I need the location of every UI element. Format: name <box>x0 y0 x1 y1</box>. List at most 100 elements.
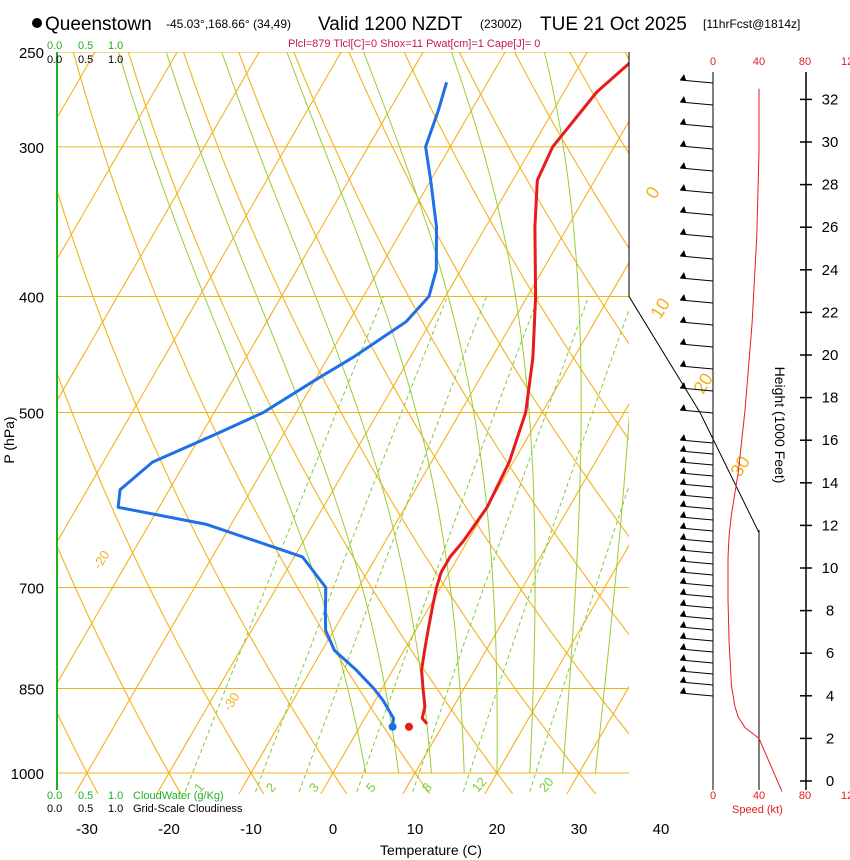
valid-time: Valid 1200 NZDT <box>318 14 463 35</box>
wind-barb-shaft <box>679 593 714 598</box>
wind-barb-shaft <box>679 145 714 150</box>
mixing-ratio-line <box>254 296 448 794</box>
wind-barb <box>679 360 714 370</box>
surface-dewpoint-point <box>388 722 397 731</box>
wind-barb-shaft <box>679 692 714 697</box>
mixing-ratio-label: 2 <box>263 780 279 795</box>
mixing-ratio-label: 5 <box>363 780 379 795</box>
wind-barb <box>679 632 714 642</box>
forecast-info: [11hrFcst@1814z] <box>703 17 800 31</box>
wind-barb <box>679 687 714 697</box>
mixing-ratio-line <box>411 296 590 794</box>
cloud-bottom-tick-green-2: 1.0 <box>108 790 123 802</box>
wind-barb-flag <box>680 118 686 124</box>
wind-barb-flag <box>680 500 686 506</box>
height-tick-label: 4 <box>826 688 834 705</box>
cloud-top-tick-green-2: 1.0 <box>108 40 123 52</box>
wind-barb-flag <box>680 316 686 322</box>
cloud-top-tick-green-1: 0.5 <box>78 40 93 52</box>
wind-barb-shaft <box>679 255 714 260</box>
wind-barb-shaft <box>679 167 714 172</box>
wind-barb-shaft <box>679 101 714 106</box>
dry-adiabat-line <box>513 52 629 250</box>
pressure-tick-label: 250 <box>19 45 44 62</box>
wind-barb-flag <box>680 96 686 102</box>
height-tick-label: 28 <box>822 177 839 194</box>
isotherm-line <box>57 52 260 402</box>
cloud-top-tick-black-2: 1.0 <box>108 54 123 66</box>
x-tick-label: -10 <box>240 821 262 838</box>
wind-barb-shaft <box>679 189 714 194</box>
cloud-top-scale: 0.0 0.5 1.0 0.0 0.5 1.0 <box>47 40 123 66</box>
mixing-ratio-line <box>355 296 539 794</box>
wind-barb-flag <box>680 621 686 627</box>
wind-barb-shaft <box>679 321 714 326</box>
wind-barb-flag <box>680 74 686 80</box>
wind-barb <box>679 665 714 675</box>
temperature-line <box>420 61 629 725</box>
wind-barb <box>679 434 714 444</box>
cloud-bottom-tick-black-0: 0.0 <box>47 803 62 815</box>
location-dot-icon <box>32 18 42 28</box>
height-tick-label: 26 <box>822 219 839 236</box>
moist-adiabat-line <box>118 52 367 774</box>
dry-adiabat-line <box>458 52 629 345</box>
location-coords: -45.03°,168.66° (34,49) <box>166 17 291 31</box>
wind-barb-shaft <box>679 615 714 620</box>
wind-barb <box>679 533 714 543</box>
isotherm-line <box>57 52 342 544</box>
wind-barb <box>679 489 714 499</box>
dry-adiabat-line <box>293 52 629 636</box>
cloud-top-tick-black-1: 0.5 <box>78 54 93 66</box>
mixing-ratio-line <box>183 296 385 794</box>
wind-barb-flag <box>680 588 686 594</box>
header: Queenstown -45.03°,168.66° (34,49) Valid… <box>32 14 800 50</box>
wind-barb-shaft <box>679 277 714 282</box>
location-name: Queenstown <box>45 14 152 35</box>
cloud-top-tick-black-0: 0.0 <box>47 54 62 66</box>
wind-barb-flag <box>680 272 686 278</box>
wind-barb-flag <box>680 522 686 528</box>
wind-barb <box>679 676 714 686</box>
x-tick-label: -30 <box>76 821 98 838</box>
height-tick-label: 12 <box>822 517 839 534</box>
wind-barb-shaft <box>679 560 714 565</box>
wind-barb-shaft <box>679 549 714 554</box>
wind-barb <box>679 140 714 150</box>
height-tick-label: 20 <box>822 347 839 364</box>
wind-barb-flag <box>680 632 686 638</box>
wind-barb-shaft <box>679 450 714 455</box>
wind-barb <box>679 74 714 84</box>
wind-barb <box>679 610 714 620</box>
wind-barb-flag <box>680 599 686 605</box>
wind-barb-flag <box>680 445 686 451</box>
wind-barb-flag <box>680 184 686 190</box>
isotherm-label: -20 <box>90 548 113 572</box>
x-tick-label: 30 <box>571 821 588 838</box>
height-tick-label: 32 <box>822 91 839 108</box>
wind-speed-line <box>727 88 783 792</box>
isotherm-line <box>156 52 588 794</box>
wind-barb-shaft <box>679 461 714 466</box>
mixing-ratio-line <box>528 484 629 794</box>
mixing-ratio-label: 3 <box>306 780 322 795</box>
wind-barb-shaft <box>679 409 714 414</box>
wind-barb-flag <box>680 456 686 462</box>
speed-tick-top-2: 80 <box>799 56 811 68</box>
pressure-tick-label: 850 <box>19 681 44 698</box>
isotherm-line <box>646 31 850 799</box>
isotherm-line <box>238 120 629 794</box>
moist-adiabat-line <box>286 52 465 774</box>
wind-barb-shaft <box>679 79 714 84</box>
wind-barb <box>679 272 714 282</box>
wind-barb-shaft <box>679 494 714 499</box>
isotherm-line <box>74 52 506 794</box>
wind-barb <box>679 445 714 455</box>
wind-barb-flag <box>680 404 686 410</box>
speed-tick-bottom-2: 80 <box>799 790 811 802</box>
moist-adiabat-line <box>544 52 582 774</box>
wind-barb-shaft <box>679 505 714 510</box>
wind-barb-flag <box>680 140 686 146</box>
dry-adiabat-line <box>57 371 265 794</box>
height-tick-label: 18 <box>822 390 839 407</box>
